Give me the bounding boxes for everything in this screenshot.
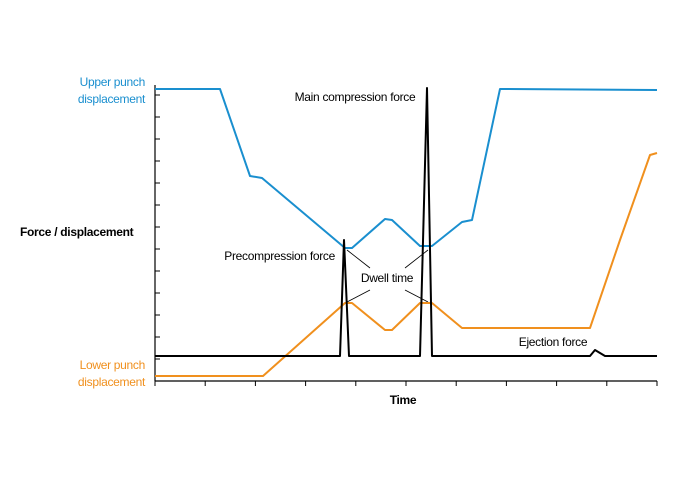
annotation: Dwell time: [361, 271, 414, 285]
lower-punch-curve: [155, 152, 658, 377]
dwell-markers: [346, 249, 429, 303]
annotation: Main compression force: [295, 90, 416, 104]
axis-ticks: [154, 94, 658, 386]
lower-punch-label: Lower punch: [80, 358, 145, 372]
annotation: Precompression force: [224, 249, 335, 263]
x-axis-label: Time: [390, 393, 417, 407]
force-curve: [155, 87, 657, 357]
upper-punch-label: displacement: [78, 92, 146, 106]
annotation: Ejection force: [519, 335, 588, 349]
upper-punch-label: Upper punch: [80, 75, 145, 89]
lower-punch-label: displacement: [78, 375, 146, 389]
upper-punch-curve: [155, 88, 658, 249]
y-axis-label: Force / displacement: [20, 225, 134, 239]
